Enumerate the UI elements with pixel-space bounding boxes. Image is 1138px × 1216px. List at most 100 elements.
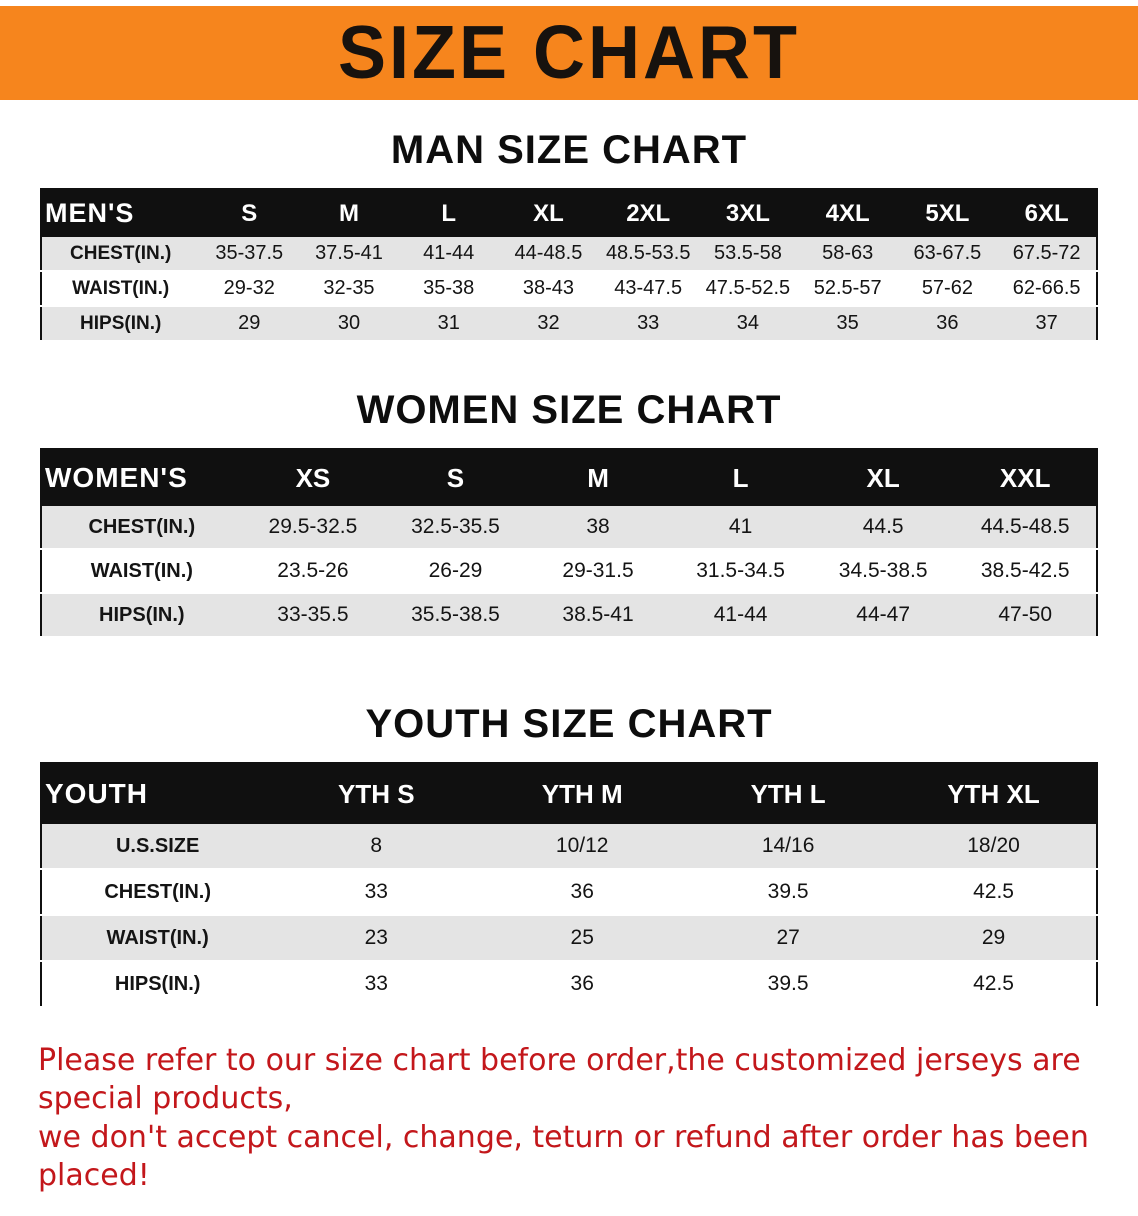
value-cell: 38: [586, 515, 610, 538]
value-cell: 52.5-57: [813, 277, 882, 299]
value-cell: 35-38: [423, 277, 475, 299]
men-size-header-cell: 3XL: [698, 189, 798, 237]
value-cell: 32-35: [323, 277, 375, 299]
value-cell: 63-67.5: [913, 242, 982, 264]
value-cell: 42.5: [973, 972, 1014, 995]
value-cell: 29-32: [223, 277, 275, 299]
value-cell: 53.5-58: [714, 242, 782, 264]
women-table-row: CHEST(IN.) 29.5-32.5 32.5-35.5 38 41 44.5 44.5…: [41, 506, 1097, 549]
value-cell: 35.5-38.5: [411, 603, 500, 626]
men-table-title-cell: MEN'S: [41, 189, 200, 237]
men-size-header-cell: S: [199, 189, 300, 237]
footer-notice: Please refer to our size chart before or…: [38, 1042, 1100, 1196]
women-size-header-cell: L: [669, 449, 812, 506]
row-label-cell: WAIST(IN.): [106, 926, 209, 949]
value-cell: 48.5-53.5: [605, 242, 691, 264]
youth-table-title-cell: YOUTH: [41, 763, 274, 824]
value-cell: 23.5-26: [277, 559, 349, 582]
women-size-header-cell: S: [384, 449, 527, 506]
value-cell: 47-50: [998, 603, 1053, 626]
value-cell: 26-29: [428, 559, 483, 582]
youth-table-row: HIPS(IN.) 33 36 39.5 42.5: [41, 961, 1097, 1007]
row-label-cell: CHEST(IN.): [88, 515, 196, 538]
value-cell: 41: [728, 515, 753, 538]
value-cell: 18/20: [967, 834, 1020, 857]
section-men: MAN SIZE CHART MEN'S S M L XL 2XL 3XL 4XL 5XL 6XL C…: [0, 128, 1138, 342]
youth-size-header-cell: YTH L: [685, 763, 892, 824]
value-cell: 31.5-34.5: [696, 559, 785, 582]
value-cell: 41-44: [713, 603, 768, 626]
youth-chart-heading: YOUTH SIZE CHART: [365, 702, 773, 746]
value-cell: 33: [364, 972, 388, 995]
men-size-header-cell: 5XL: [897, 189, 998, 237]
youth-size-header-cell: YTH S: [273, 763, 480, 824]
notice-line-1: Please refer to our size chart before or…: [38, 1043, 1081, 1117]
page-title: SIZE CHART: [338, 11, 800, 95]
women-size-table: WOMEN'S XS S M L XL XXL CHEST(IN.) 29.5-32.5 32.5…: [40, 448, 1098, 638]
value-cell: 14/16: [761, 834, 815, 857]
value-cell: 32.5-35.5: [411, 515, 500, 538]
row-label-cell: WAIST(IN.): [72, 277, 170, 299]
value-cell: 57-62: [921, 277, 973, 299]
youth-size-header-cell: YTH XL: [891, 763, 1097, 824]
value-cell: 62-66.5: [1012, 277, 1081, 299]
youth-table-row: U.S.SIZE 8 10/12 14/16 18/20: [41, 824, 1097, 869]
value-cell: 32: [537, 312, 560, 334]
value-cell: 37: [1035, 312, 1058, 334]
value-cell: 36: [570, 880, 594, 903]
row-label-cell: HIPS(IN.): [99, 603, 185, 626]
women-header-row: WOMEN'S XS S M L XL XXL: [41, 449, 1097, 506]
value-cell: 38.5-41: [562, 603, 634, 626]
women-size-header-cell: M: [526, 449, 670, 506]
men-table-row: WAIST(IN.) 29-32 32-35 35-38 38-43 43-47.5 47.…: [41, 271, 1097, 306]
value-cell: 43-47.5: [614, 277, 683, 299]
value-cell: 29: [238, 312, 261, 334]
value-cell: 23: [364, 926, 388, 949]
value-cell: 67.5-72: [1012, 242, 1081, 264]
row-label-cell: CHEST(IN.): [70, 242, 172, 264]
men-size-header-cell: 4XL: [797, 189, 898, 237]
men-size-header-cell: XL: [498, 189, 599, 237]
value-cell: 37.5-41: [315, 242, 383, 264]
youth-header-row: YOUTH YTH S YTH M YTH L YTH XL: [41, 763, 1097, 824]
value-cell: 34.5-38.5: [838, 559, 928, 582]
youth-table-row: WAIST(IN.) 23 25 27 29: [41, 915, 1097, 961]
value-cell: 34: [736, 312, 760, 334]
youth-table-row: CHEST(IN.) 33 36 39.5 42.5: [41, 869, 1097, 915]
size-chart-sections: MAN SIZE CHART MEN'S S M L XL 2XL 3XL 4XL 5XL 6XL C…: [0, 128, 1138, 1008]
row-label-cell: HIPS(IN.): [80, 312, 162, 334]
value-cell: 36: [570, 972, 594, 995]
women-size-header-cell: XXL: [954, 449, 1097, 506]
row-label-cell: HIPS(IN.): [114, 972, 201, 995]
value-cell: 35: [836, 312, 859, 334]
men-header-row: MEN'S S M L XL 2XL 3XL 4XL 5XL 6XL: [41, 189, 1097, 237]
men-size-table: MEN'S S M L XL 2XL 3XL 4XL 5XL 6XL CHEST(IN.) 35-37…: [40, 188, 1098, 342]
value-cell: 42.5: [973, 880, 1014, 903]
women-size-header-cell: XL: [811, 449, 955, 506]
value-cell: 47.5-52.5: [705, 277, 791, 299]
value-cell: 44.5-48.5: [980, 515, 1070, 538]
men-table-row: CHEST(IN.) 35-37.5 37.5-41 41-44 44-48.5 48.5…: [41, 237, 1097, 271]
banner: SIZE CHART: [0, 6, 1138, 100]
women-table-row: WAIST(IN.) 23.5-26 26-29 29-31.5 31.5-34.5 34…: [41, 549, 1097, 593]
women-chart-heading: WOMEN SIZE CHART: [356, 388, 782, 432]
value-cell: 10/12: [555, 834, 609, 857]
value-cell: 35-37.5: [215, 242, 284, 264]
youth-size-table: YOUTH YTH S YTH M YTH L YTH XL U.S.SIZE 8 10/12…: [40, 762, 1098, 1008]
men-size-header-cell: M: [299, 189, 399, 237]
value-cell: 38.5-42.5: [980, 559, 1070, 582]
value-cell: 39.5: [767, 972, 809, 995]
youth-size-header-cell: YTH M: [479, 763, 686, 824]
value-cell: 44-48.5: [514, 242, 583, 264]
women-table-row: HIPS(IN.) 33-35.5 35.5-38.5 38.5-41 41-44 44-…: [41, 593, 1097, 637]
size-chart-page: SIZE CHART MAN SIZE CHART MEN'S S M L XL 2XL 3X…: [0, 6, 1138, 1196]
men-chart-heading: MAN SIZE CHART: [390, 128, 748, 172]
men-table-row: HIPS(IN.) 29 30 31 32 33 34 35 36 37: [41, 306, 1097, 341]
value-cell: 31: [437, 312, 460, 334]
row-label-cell: WAIST(IN.): [90, 559, 193, 582]
value-cell: 33-35.5: [277, 603, 349, 626]
women-size-header-cell: XS: [241, 449, 385, 506]
value-cell: 36: [936, 312, 959, 334]
value-cell: 38-43: [522, 277, 575, 299]
value-cell: 58-63: [822, 242, 874, 264]
